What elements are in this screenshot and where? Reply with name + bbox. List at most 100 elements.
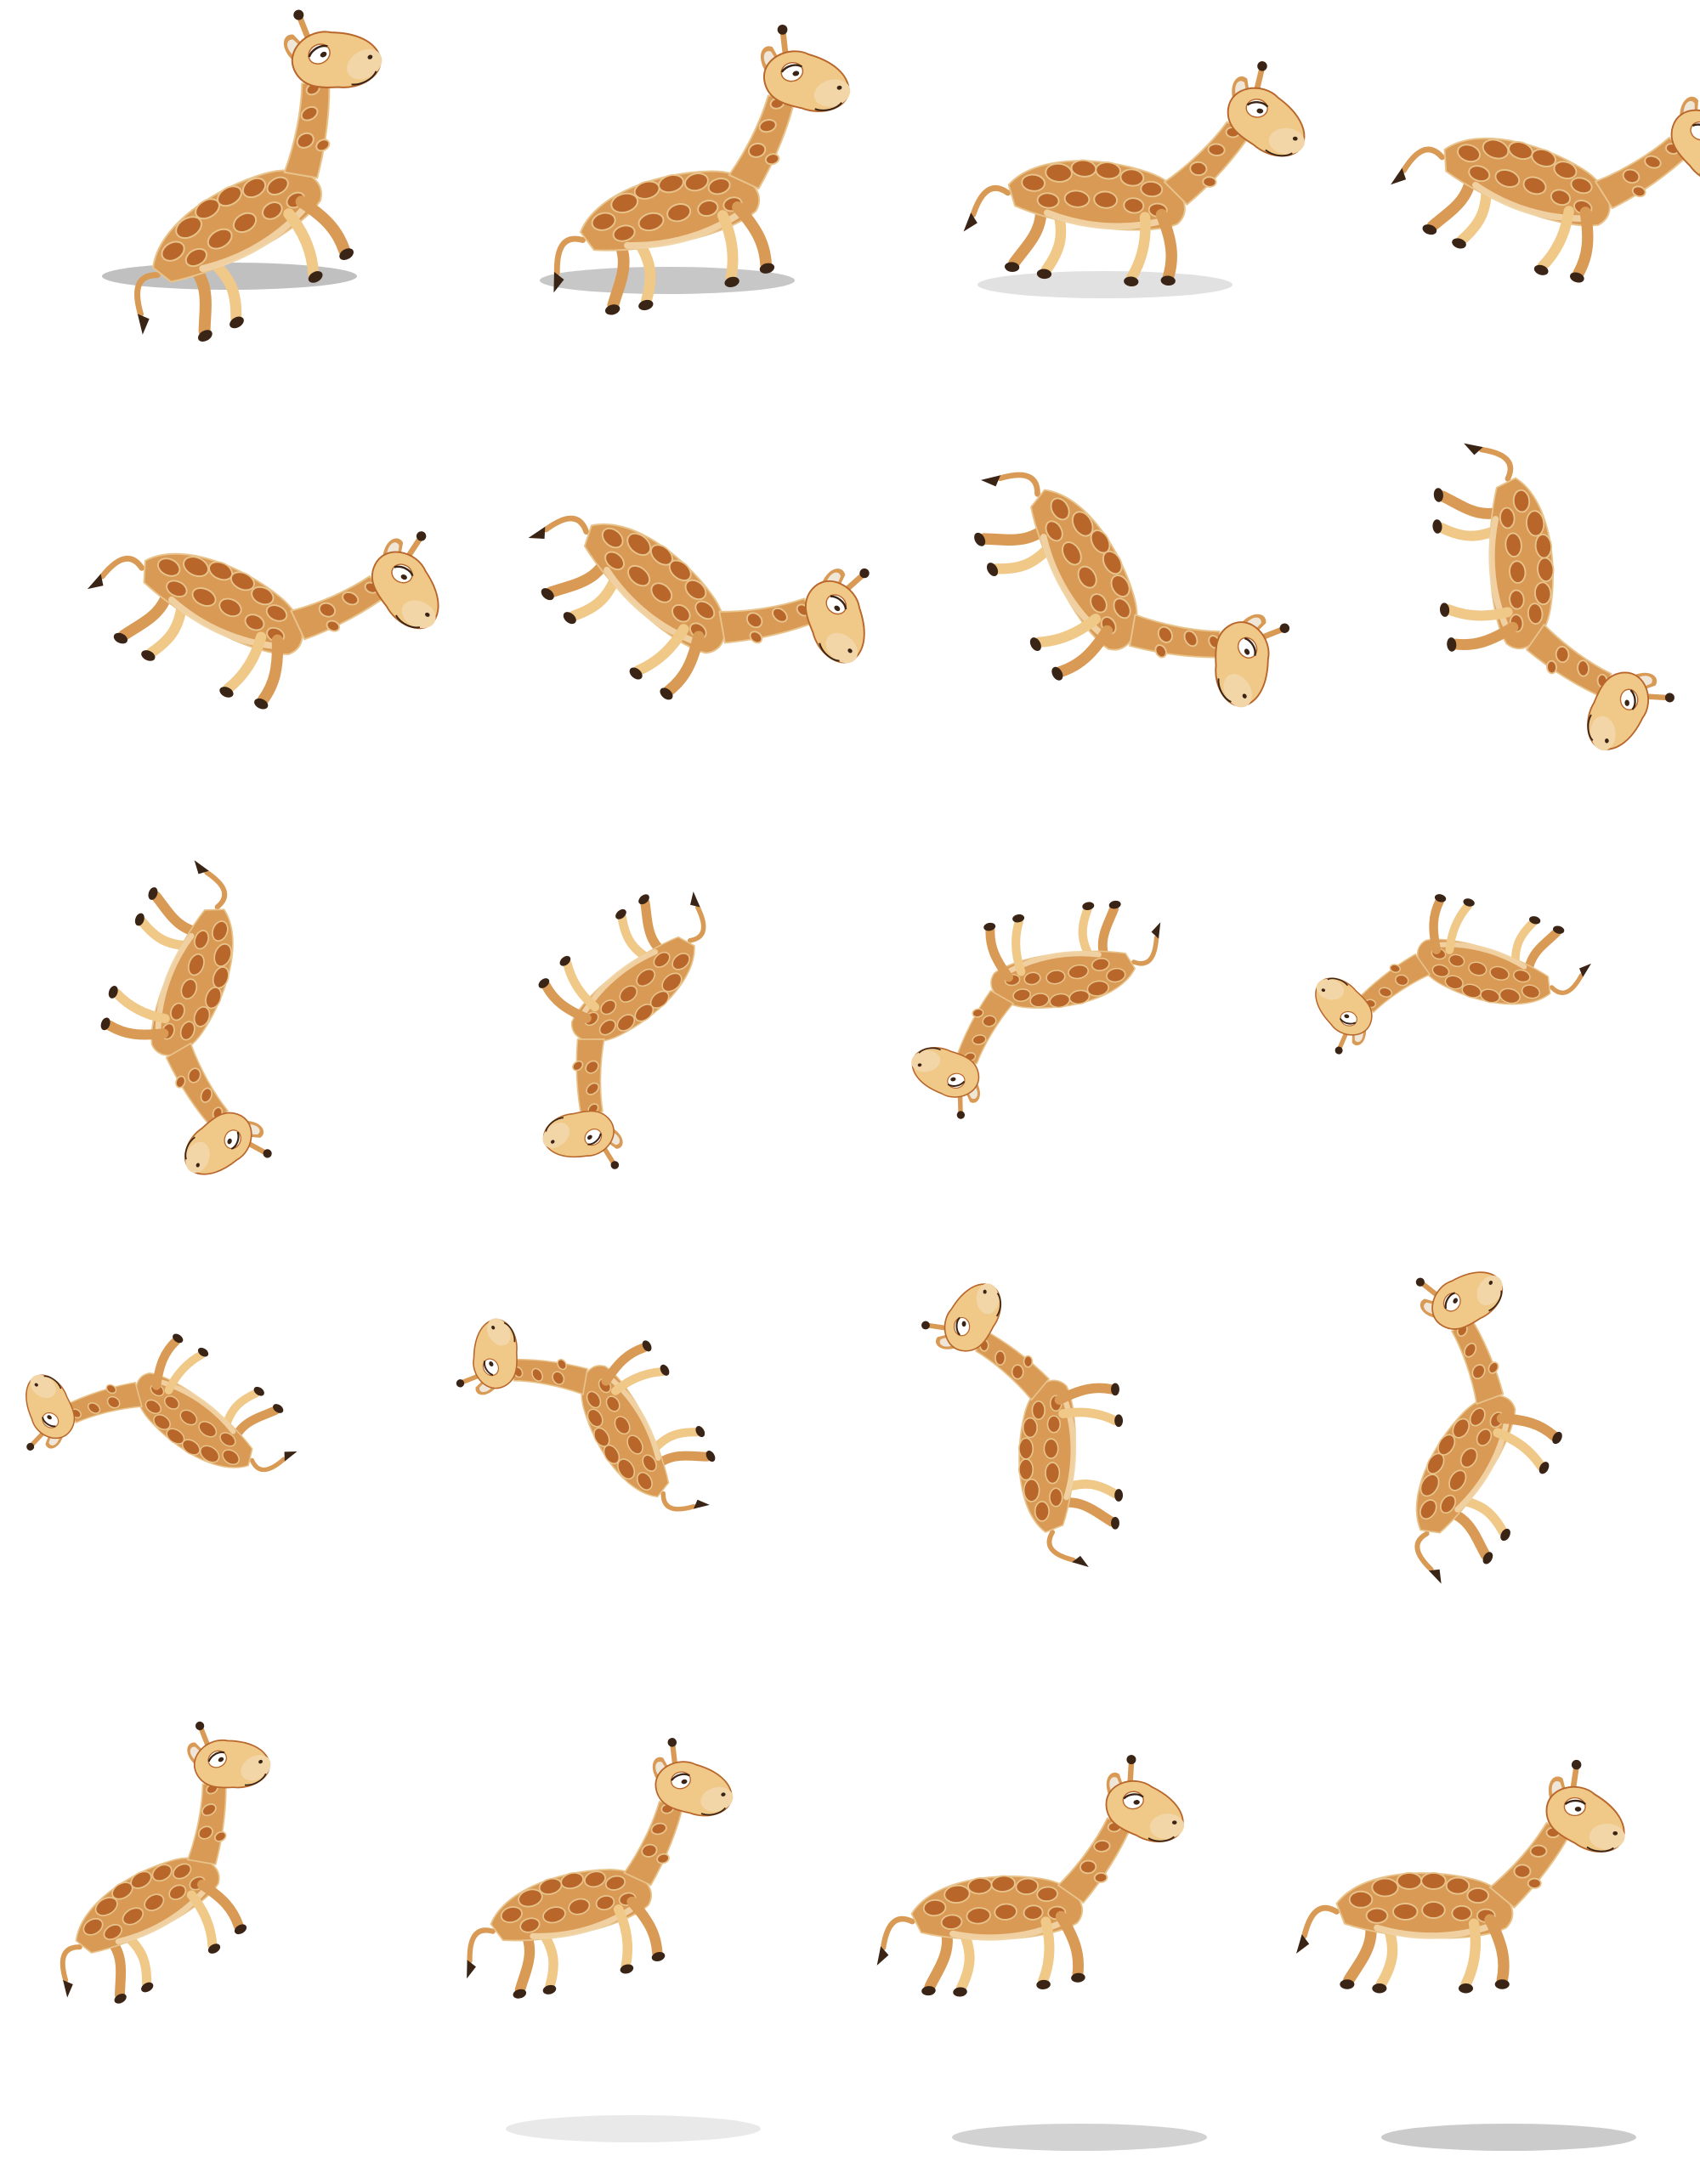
giraffe-spot [591, 212, 616, 231]
giraffe-spot [1029, 993, 1050, 1008]
giraffe-spot [1022, 1417, 1038, 1439]
giraffe-spot [1550, 189, 1572, 207]
giraffe-pupil [586, 1134, 592, 1140]
giraffe-ossicone-tip [1126, 1755, 1136, 1765]
giraffe-pupil [1624, 699, 1629, 706]
giraffe-spot [1371, 1877, 1399, 1898]
giraffe-head [456, 1318, 518, 1395]
giraffe-spot [1570, 177, 1593, 195]
giraffe-spot [519, 1917, 541, 1933]
giraffe-spot [583, 1870, 606, 1888]
giraffe-hoof [953, 1987, 967, 1997]
giraffe-spot [758, 119, 777, 133]
giraffe-spot [1444, 975, 1464, 990]
giraffe-spot [300, 105, 319, 122]
giraffe-spot [184, 247, 208, 268]
giraffe-spot [653, 951, 671, 968]
giraffe-spot [130, 1870, 152, 1889]
giraffe-front-leg-2 [611, 1367, 666, 1395]
giraffe-pupil [1574, 1807, 1582, 1812]
giraffe [134, 9, 382, 342]
giraffe-hoof [1071, 1972, 1085, 1983]
giraffe-front-leg-2 [1058, 1407, 1120, 1426]
giraffe-spot [610, 192, 639, 214]
frame-10 [463, 884, 888, 1309]
giraffe-head [1315, 977, 1373, 1055]
giraffe-spot [161, 240, 185, 262]
giraffe-spot [1420, 1499, 1437, 1520]
giraffe-spot [1110, 574, 1130, 597]
giraffe-mouth [1327, 977, 1349, 987]
giraffe-nostril [1488, 1281, 1493, 1285]
giraffe [876, 1755, 1185, 1997]
giraffe-front-leg-2 [1493, 1428, 1546, 1471]
giraffe-ossicone-tip [1571, 1759, 1582, 1770]
giraffe-pupil [227, 1138, 232, 1145]
giraffe-muzzle [1476, 1275, 1503, 1306]
ground-shadow [1381, 2124, 1636, 2151]
giraffe-spot [601, 527, 624, 549]
giraffe-ossicone-tip [610, 1161, 620, 1169]
giraffe-spot [1577, 659, 1590, 677]
giraffe-hoof [1458, 1983, 1474, 1994]
giraffe-tail-tuft [528, 526, 546, 540]
giraffe-ossicone [1644, 693, 1671, 701]
giraffe-front-leg-2 [1034, 614, 1102, 648]
giraffe-hoof [983, 922, 996, 931]
giraffe-spot [1421, 1901, 1446, 1920]
giraffe [87, 531, 439, 710]
giraffe-spot [1522, 176, 1547, 195]
giraffe [1414, 1271, 1562, 1584]
giraffe-spot [586, 1408, 604, 1428]
giraffe-ossicone-tip [777, 25, 788, 35]
giraffe-hoof [1447, 637, 1457, 652]
giraffe-ossicone [197, 1724, 211, 1748]
giraffe-pupil [1453, 1298, 1458, 1304]
frame-18 [463, 1738, 888, 2184]
giraffe-spot [197, 1825, 213, 1840]
giraffe-spot [1049, 1487, 1063, 1508]
giraffe-hoof [198, 330, 212, 342]
frame-20 [1296, 1759, 1700, 2184]
giraffe-nostril [836, 85, 842, 90]
giraffe-spot [1202, 176, 1217, 188]
giraffe-front-leg [1155, 208, 1177, 283]
giraffe-spot [232, 212, 258, 234]
giraffe-spot [1452, 1417, 1470, 1439]
giraffe-front-leg [257, 634, 284, 706]
giraffe-spot [315, 139, 331, 152]
giraffe-spot [1527, 603, 1544, 625]
giraffe-spot [658, 173, 684, 194]
giraffe-spot [672, 953, 690, 970]
giraffe-hoof [253, 1386, 264, 1396]
giraffe-spot [598, 1019, 616, 1036]
giraffe-ossicone-tip [667, 1738, 677, 1747]
giraffe-pupil [320, 51, 327, 58]
giraffe-spot [593, 1427, 610, 1447]
giraffe-spot [183, 556, 209, 578]
giraffe-hoof [114, 1993, 127, 2004]
giraffe-spot [219, 1432, 236, 1447]
giraffe-spot [1482, 139, 1510, 160]
giraffe-spot [557, 1358, 567, 1371]
giraffe-head [26, 1374, 76, 1451]
giraffe-tail-tuft [963, 212, 978, 232]
giraffe-ossicone [1336, 1031, 1349, 1052]
giraffe-spot [1395, 974, 1409, 987]
giraffe-sprite [467, 1738, 761, 2142]
giraffe-hoof [620, 1964, 634, 1974]
giraffe-spot [193, 1005, 211, 1027]
giraffe-spot [1093, 190, 1119, 209]
giraffe-spot [764, 153, 780, 166]
giraffe-spot [1015, 1877, 1040, 1895]
giraffe-nostril [1612, 1830, 1618, 1836]
giraffe-sprite [456, 1318, 716, 1512]
giraffe-tail [134, 272, 161, 318]
giraffe-ossicone-tip [1257, 61, 1267, 71]
giraffe-tail [542, 515, 590, 535]
giraffe-ossicone [957, 1093, 963, 1117]
giraffe-pupil [47, 1415, 52, 1420]
giraffe-ossicone-tip [26, 1442, 35, 1451]
giraffe-hoof [207, 1944, 221, 1954]
giraffe-sprite [1414, 1271, 1562, 1584]
